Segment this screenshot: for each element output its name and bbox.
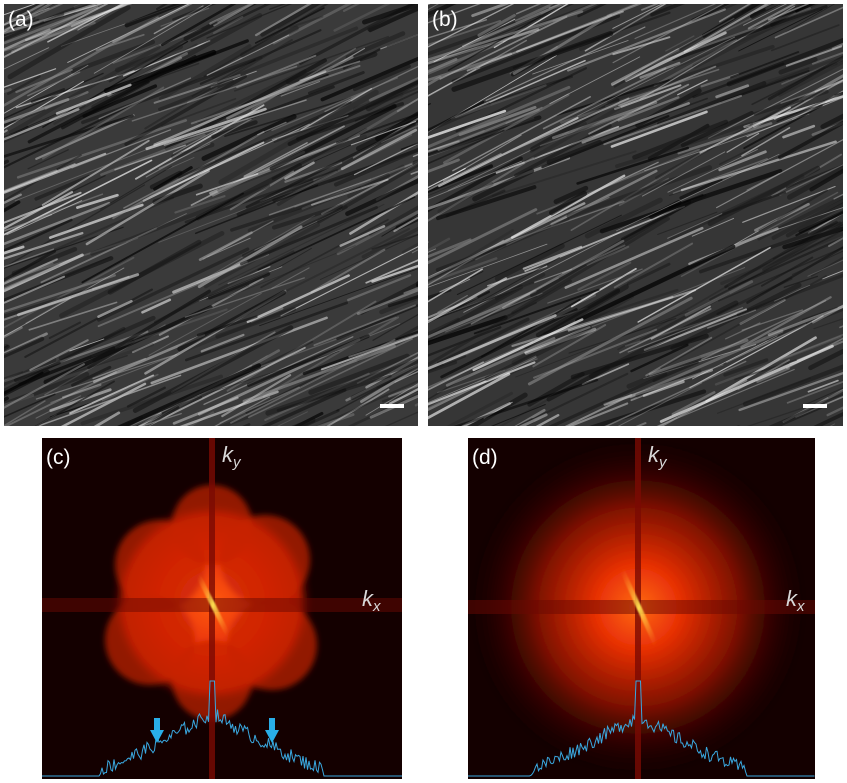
figure: (a) (b) (c) (d) ky kx ky kx	[0, 0, 847, 783]
kx-axis	[42, 598, 402, 612]
fibre	[413, 426, 463, 444]
arrow	[154, 718, 160, 731]
fibre	[412, 430, 445, 448]
panel-label: (d)	[472, 446, 498, 469]
arrow	[269, 718, 275, 731]
fibre	[93, 0, 227, 4]
subscript: x	[796, 598, 805, 615]
fibre	[0, 431, 9, 446]
fibre	[0, 434, 47, 471]
fibre	[403, 0, 490, 1]
subscript: x	[372, 598, 381, 615]
panel-label: (a)	[8, 8, 34, 31]
fibre	[823, 441, 847, 477]
fibre	[0, 60, 1, 84]
fibre	[491, 0, 632, 1]
page: {"panels": [ {"label": "(a)"}, {"label":…	[0, 0, 847, 783]
scale-bar	[380, 404, 404, 408]
panel-label: (b)	[432, 8, 458, 31]
fibre	[265, 0, 321, 4]
panel-label: (c)	[46, 446, 71, 469]
fibre	[834, 0, 847, 3]
scale-bar	[803, 404, 827, 408]
